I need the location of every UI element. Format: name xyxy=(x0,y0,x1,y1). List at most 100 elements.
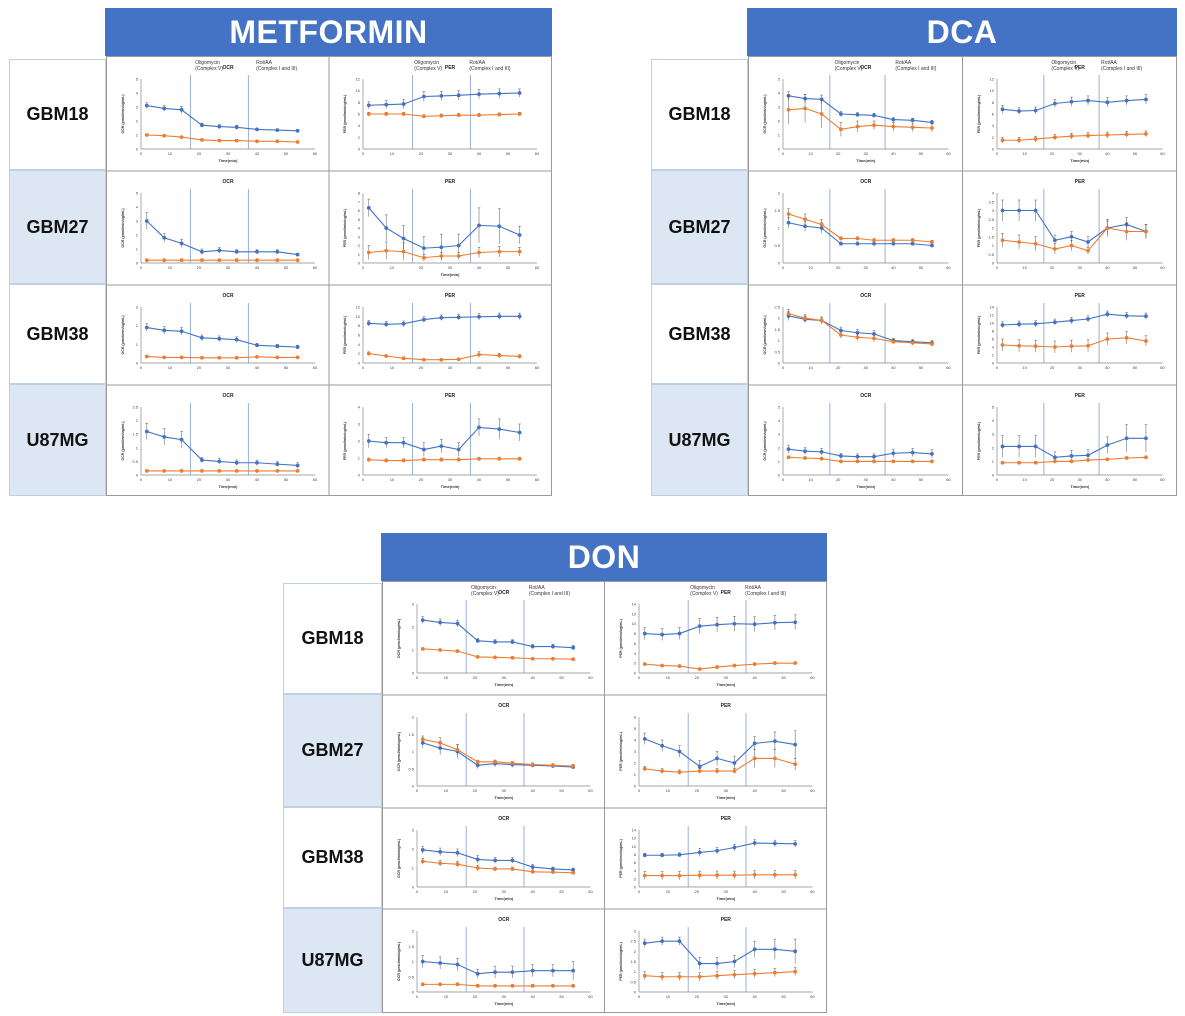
series-line xyxy=(146,220,298,256)
data-point xyxy=(456,243,461,248)
data-point xyxy=(530,656,535,661)
data-point xyxy=(1104,100,1109,105)
data-point xyxy=(792,841,797,846)
data-point xyxy=(1052,320,1057,325)
y-tick-label: 5 xyxy=(358,217,361,222)
data-point xyxy=(439,245,444,250)
annotation-line: Oligomycin xyxy=(195,60,220,66)
data-point xyxy=(179,135,184,139)
data-point xyxy=(401,356,406,361)
series-line xyxy=(368,250,520,259)
data-point xyxy=(255,258,259,263)
data-point xyxy=(497,456,502,461)
annotation-line: (Complex V) xyxy=(835,66,863,72)
x-tick-label: 20 xyxy=(473,788,478,793)
y-tick-label: 0 xyxy=(358,147,361,152)
data-point xyxy=(475,971,480,976)
x-axis-label: Time(min) xyxy=(440,272,460,277)
x-tick-label: 10 xyxy=(390,265,395,270)
y-tick-label: 4 xyxy=(358,342,361,347)
data-point xyxy=(234,249,239,254)
data-point xyxy=(1033,241,1038,246)
injection-annotation: Oligomycin (Complex V) xyxy=(195,60,223,72)
data-point xyxy=(714,665,719,669)
chart-title: OCR xyxy=(498,917,510,923)
data-point xyxy=(517,233,522,237)
y-tick-label: 3.5 xyxy=(988,199,994,204)
data-point xyxy=(551,644,555,649)
data-point xyxy=(642,853,647,858)
data-point xyxy=(855,241,860,246)
x-tick-label: 0 xyxy=(416,675,419,680)
data-point xyxy=(438,746,443,750)
data-point xyxy=(1069,454,1073,458)
y-tick-label: 0 xyxy=(358,361,361,366)
chart-gbm18-per: PER 0 2 4 6 8 10 12 14 0 10 20 30 40 50 60 Time(min) PER … xyxy=(619,585,815,687)
y-tick-label: 2 xyxy=(358,351,361,356)
row-label: GBM38 xyxy=(651,284,748,384)
y-tick-label: 4 xyxy=(358,226,361,231)
data-point xyxy=(659,939,664,944)
data-point xyxy=(255,139,259,144)
chart-title: OCR xyxy=(222,179,234,185)
x-tick-label: 10 xyxy=(1022,151,1027,156)
y-tick-label: 0.5 xyxy=(774,243,780,248)
data-point xyxy=(144,469,149,473)
series-line xyxy=(1001,337,1146,348)
row-label: GBM27 xyxy=(283,694,382,807)
x-tick-label: 0 xyxy=(782,151,785,156)
data-point xyxy=(1085,240,1090,244)
data-point xyxy=(420,618,425,622)
data-point xyxy=(1033,321,1038,326)
data-point xyxy=(930,126,934,130)
y-tick-label: 2 xyxy=(778,445,781,450)
row-label: GBM27 xyxy=(9,170,106,284)
data-point xyxy=(255,469,259,473)
x-tick-label: 50 xyxy=(284,265,289,270)
data-point xyxy=(642,631,647,636)
injection-annotation: Rot/AA (Complex I and III) xyxy=(745,585,786,597)
y-tick-label: 0 xyxy=(633,671,636,676)
y-tick-label: 0 xyxy=(136,361,139,366)
data-point xyxy=(803,316,807,321)
y-tick-label: 3 xyxy=(136,105,139,110)
x-tick-label: 50 xyxy=(506,365,511,370)
y-tick-label: 12 xyxy=(631,611,636,616)
row-label: GBM38 xyxy=(9,284,106,384)
data-point xyxy=(803,106,807,111)
data-point xyxy=(420,848,425,852)
data-point xyxy=(732,761,736,765)
y-tick-label: 1 xyxy=(633,772,636,777)
x-tick-label: 0 xyxy=(637,675,640,680)
x-tick-label: 30 xyxy=(723,994,728,999)
x-tick-label: 30 xyxy=(723,889,728,894)
y-tick-label: 1 xyxy=(778,133,781,138)
x-tick-label: 40 xyxy=(255,365,260,370)
x-tick-label: 60 xyxy=(313,151,318,156)
x-axis-label: Time(min) xyxy=(440,484,460,489)
data-point xyxy=(517,314,522,319)
y-tick-label: 1 xyxy=(412,959,415,964)
y-tick-label: 0.5 xyxy=(408,766,414,771)
data-point xyxy=(1016,138,1021,143)
injection-annotation: Rot/AA (Complex I and III) xyxy=(529,585,570,597)
chart-title: OCR xyxy=(860,65,872,71)
data-point xyxy=(497,224,502,229)
data-point xyxy=(642,973,647,978)
x-tick-label: 30 xyxy=(226,477,231,482)
data-point xyxy=(803,217,807,222)
series-line xyxy=(146,355,298,359)
data-point xyxy=(295,345,300,350)
series-line xyxy=(788,315,932,344)
chart-gbm27-per: PER 0 1 2 3 4 5 6 7 8 0 10 20 30 40 50 60 Time(min) PER (p… xyxy=(343,179,540,277)
injection-annotation: Rot/AA (Complex I and III) xyxy=(895,60,936,72)
x-tick-label: 60 xyxy=(535,477,540,482)
y-tick-label: 10 xyxy=(631,621,636,626)
data-point xyxy=(455,850,460,855)
chart-title: OCR xyxy=(222,393,234,399)
data-point xyxy=(422,94,426,99)
data-point xyxy=(677,664,681,668)
row-label: GBM18 xyxy=(283,583,382,694)
y-tick-label: 2 xyxy=(136,418,139,423)
x-tick-label: 10 xyxy=(390,151,395,156)
